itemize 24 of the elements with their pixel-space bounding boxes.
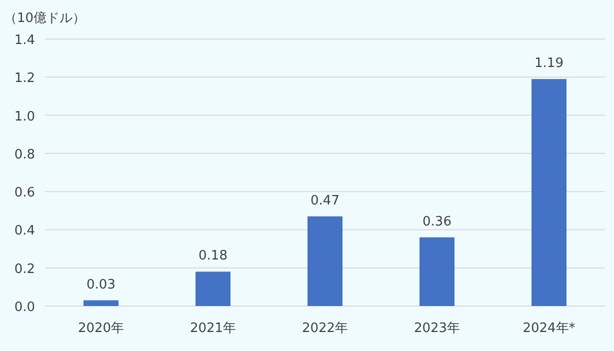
data-label: 0.36 [422, 214, 452, 230]
data-label: 1.19 [534, 56, 564, 72]
y-tick-label: 0.4 [14, 224, 35, 239]
data-label: 0.03 [86, 277, 116, 292]
y-tick-label: 1.2 [14, 71, 35, 86]
bar [84, 300, 118, 306]
x-tick-label: 2024年* [522, 321, 576, 336]
x-tick-label: 2020年 [78, 321, 124, 336]
bar [196, 272, 230, 306]
y-tick-label: 0.2 [14, 262, 35, 277]
x-tick-label: 2021年 [190, 321, 236, 336]
data-label: 0.47 [310, 193, 340, 208]
y-tick-label: 1.0 [14, 109, 35, 124]
y-axis-title: （10億ドル） [4, 11, 86, 26]
y-tick-label: 0.0 [14, 300, 35, 315]
y-tick-label: 0.8 [14, 147, 35, 162]
x-tick-label: 2022年 [302, 321, 348, 336]
bar [532, 79, 566, 306]
data-label: 0.18 [198, 248, 228, 264]
x-tick-label: 2023年 [414, 321, 460, 336]
y-tick-label: 1.4 [14, 33, 35, 48]
y-tick-label: 0.6 [14, 186, 35, 201]
bar [420, 237, 454, 306]
bar [308, 216, 342, 306]
